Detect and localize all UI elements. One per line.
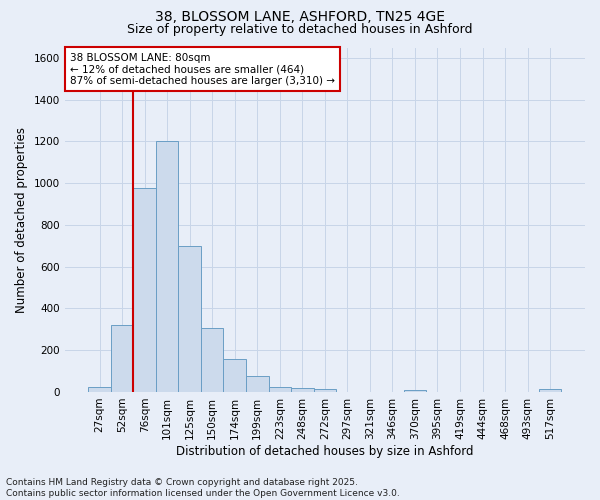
Y-axis label: Number of detached properties: Number of detached properties (15, 126, 28, 312)
Bar (539, 390, 562, 392)
Text: 38 BLOSSOM LANE: 80sqm
← 12% of detached houses are smaller (464)
87% of semi-de: 38 BLOSSOM LANE: 80sqm ← 12% of detached… (70, 52, 335, 86)
Bar (404, 390, 426, 392)
Bar (223, 358, 246, 392)
Bar (156, 142, 178, 392)
Bar (291, 388, 314, 392)
Bar (178, 246, 201, 392)
Bar (111, 325, 133, 392)
Bar (133, 188, 156, 392)
Text: Contains HM Land Registry data © Crown copyright and database right 2025.
Contai: Contains HM Land Registry data © Crown c… (6, 478, 400, 498)
Bar (88, 388, 111, 392)
Bar (246, 376, 269, 392)
Bar (201, 328, 223, 392)
Text: 38, BLOSSOM LANE, ASHFORD, TN25 4GE: 38, BLOSSOM LANE, ASHFORD, TN25 4GE (155, 10, 445, 24)
X-axis label: Distribution of detached houses by size in Ashford: Distribution of detached houses by size … (176, 444, 473, 458)
Text: Size of property relative to detached houses in Ashford: Size of property relative to detached ho… (127, 22, 473, 36)
Bar (314, 390, 336, 392)
Bar (269, 386, 291, 392)
